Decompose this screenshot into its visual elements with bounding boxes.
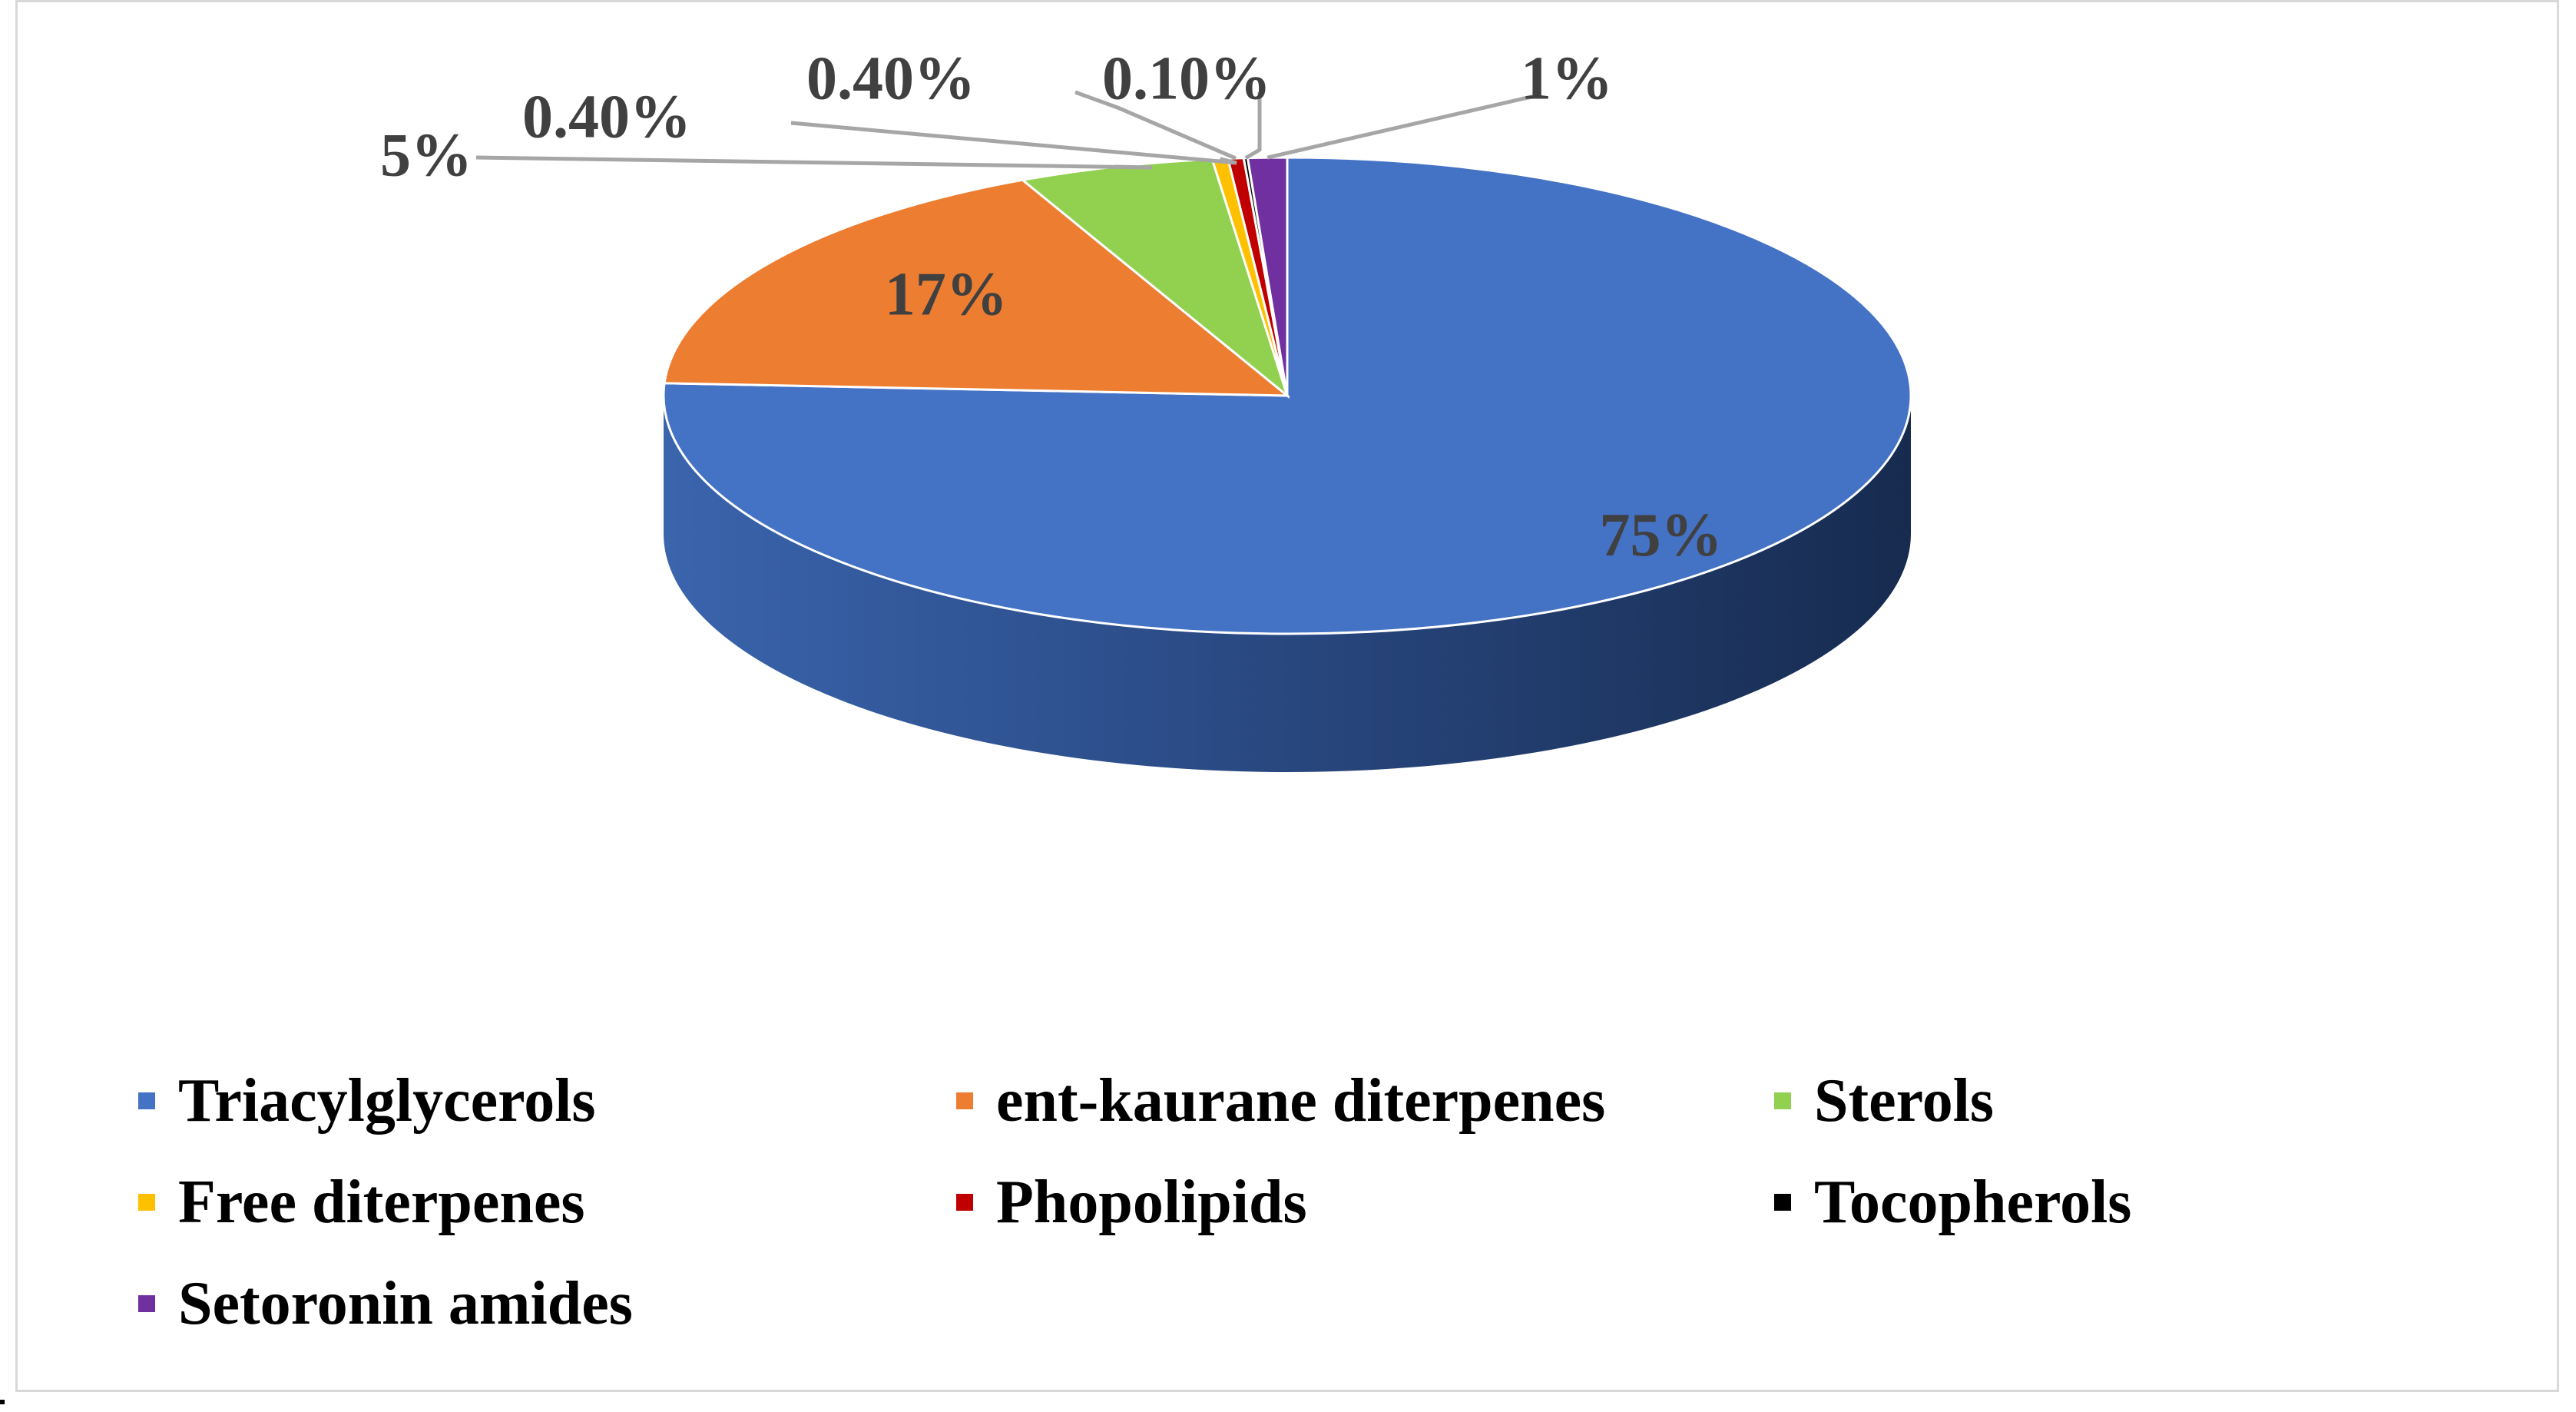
data-label-setoronin-amides: 1% xyxy=(1521,45,1613,112)
legend-swatch xyxy=(1774,1092,1791,1109)
legend-label: Free diterpenes xyxy=(178,1168,585,1236)
legend-label: ent-kaurane diterpenes xyxy=(996,1066,1606,1135)
legend-item-setoronin-amides: Setoronin amides xyxy=(138,1267,956,1341)
legend-label: Tocopherols xyxy=(1814,1168,2132,1236)
legend-label: Setoronin amides xyxy=(178,1269,633,1337)
pie-side-triacylglycerols xyxy=(664,396,1911,772)
pie-side-wall xyxy=(664,396,1911,772)
legend-item-sterols: Sterols xyxy=(1774,1064,2488,1138)
legend: Triacylglycerols ent-kaurane diterpenes St… xyxy=(138,1064,2488,1341)
legend-swatch xyxy=(138,1295,155,1312)
leader-lines xyxy=(475,90,1537,170)
leader-line-free-diterpenes xyxy=(790,121,1237,165)
legend-swatch xyxy=(1774,1194,1791,1211)
data-label-triacylglycerols: 75% xyxy=(1600,502,1723,569)
legend-label: Phopolipids xyxy=(996,1168,1307,1236)
data-label-free-diterpenes: 0.40% xyxy=(522,83,691,151)
legend-label: Sterols xyxy=(1814,1066,1995,1135)
stray-dot xyxy=(0,1400,5,1404)
pie-slice-ent-kaurane-diterpenes xyxy=(663,178,1291,397)
legend-item-free-diterpenes: Free diterpenes xyxy=(138,1165,956,1239)
data-label-ent-kaurane-diterpenes: 17% xyxy=(885,261,1008,329)
legend-item-tocopherols: Tocopherols xyxy=(1774,1165,2488,1239)
legend-swatch xyxy=(138,1092,155,1109)
legend-item-phopolipids: Phopolipids xyxy=(956,1165,1774,1239)
legend-swatch xyxy=(956,1092,973,1109)
legend-item-ent-kaurane-diterpenes: ent-kaurane diterpenes xyxy=(956,1064,1774,1138)
legend-label: Triacylglycerols xyxy=(178,1066,596,1135)
data-label-sterols: 5% xyxy=(380,121,472,189)
pie-slice-triacylglycerols xyxy=(662,156,1912,635)
leader-line-phopolipids xyxy=(1074,90,1237,161)
legend-swatch xyxy=(138,1194,155,1211)
legend-item-triacylglycerols: Triacylglycerols xyxy=(138,1064,956,1138)
pie-slices xyxy=(662,156,1912,635)
leader-line-sterols xyxy=(475,155,1153,170)
legend-swatch xyxy=(956,1194,973,1211)
leader-line-setoronin-amides xyxy=(1266,94,1537,160)
leader-line-tocopherols xyxy=(1244,92,1262,160)
data-labels: 75% 17% 5% 0.40% 0.40% 0.10% 1% xyxy=(380,45,1723,568)
data-label-phopolipids: 0.40% xyxy=(806,45,975,112)
data-label-tocopherols: 0.10% xyxy=(1102,45,1271,112)
